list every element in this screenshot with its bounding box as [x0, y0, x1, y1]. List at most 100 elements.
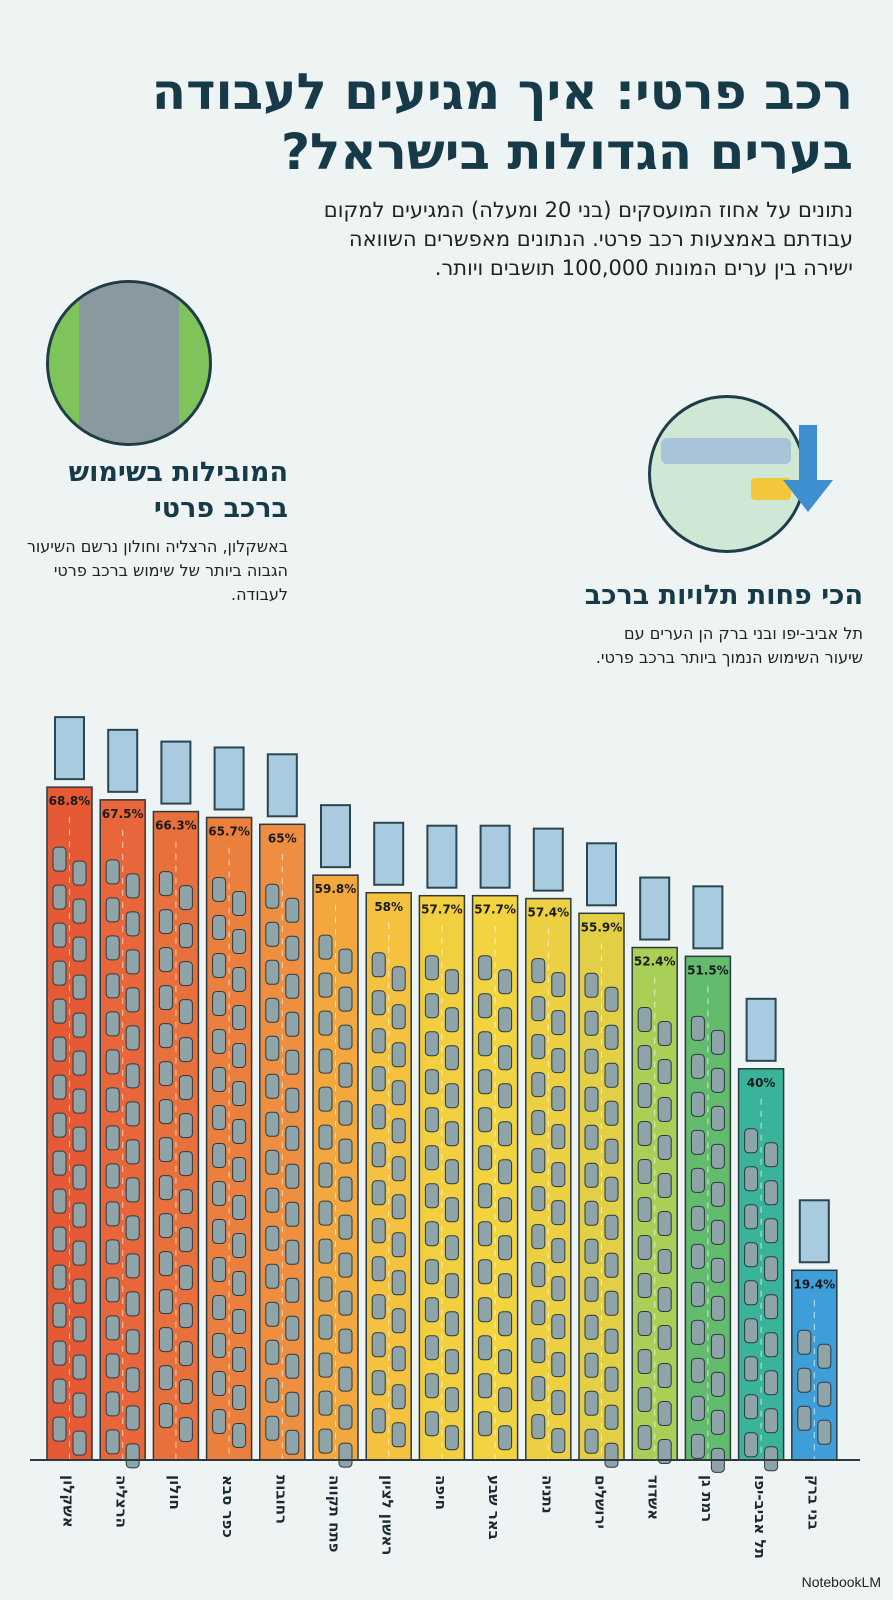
car-icon [531, 1072, 546, 1098]
car-icon [105, 1429, 120, 1455]
car-icon [604, 1024, 619, 1050]
car-icon [764, 1446, 779, 1472]
car-icon [551, 1048, 566, 1074]
car-icon [744, 1242, 759, 1268]
car-icon [105, 1201, 120, 1227]
car-icon [551, 1352, 566, 1378]
car-icon [52, 1264, 67, 1290]
car-icon [72, 1278, 87, 1304]
car-icon [158, 1365, 173, 1391]
category-label: בני ברק [804, 1475, 823, 1530]
car-icon [444, 1273, 459, 1299]
car-icon [265, 1415, 280, 1441]
car-icon [478, 1145, 493, 1171]
car-icon [531, 1034, 546, 1060]
car-icon [391, 966, 406, 992]
value-label: 55.9% [581, 920, 623, 934]
car-icon [232, 1194, 247, 1220]
car-icon [72, 1202, 87, 1228]
car-icon [391, 1346, 406, 1372]
car-icon [318, 1238, 333, 1264]
car-icon [318, 1428, 333, 1454]
car-icon [391, 1004, 406, 1030]
car-icon [105, 1125, 120, 1151]
car-icon [371, 1256, 386, 1282]
car-icon [285, 1011, 300, 1037]
car-icon [551, 1010, 566, 1036]
car-icon [232, 1042, 247, 1068]
car-icon [232, 1004, 247, 1030]
car-icon [710, 1219, 725, 1245]
subtitle: נתונים על אחוז המועסקים (בני 20 ומעלה) ה… [323, 198, 853, 280]
car-icon [764, 1408, 779, 1434]
car-icon [232, 1232, 247, 1258]
car-icon [710, 1295, 725, 1321]
car-icon [318, 1010, 333, 1036]
car-icon [710, 1143, 725, 1169]
car-icon [391, 1080, 406, 1106]
car-icon [444, 1083, 459, 1109]
car-icon [212, 1066, 227, 1092]
car-icon [52, 1302, 67, 1328]
car-icon [744, 1432, 759, 1458]
car-icon [265, 1377, 280, 1403]
bottom-callout: הכי פחות תלויות ברכב תל אביב-יפו ובני בר… [583, 578, 863, 670]
car-icon [265, 1339, 280, 1365]
car-icon [72, 1012, 87, 1038]
car-icon [285, 1087, 300, 1113]
car-icon [657, 1211, 672, 1237]
car-icon [371, 1370, 386, 1396]
car-icon [212, 1256, 227, 1282]
car-icon [391, 1308, 406, 1334]
car-icon [212, 1294, 227, 1320]
car-icon [125, 1253, 140, 1279]
car-icon [72, 1126, 87, 1152]
building-icon [692, 885, 724, 950]
car-icon [265, 1225, 280, 1251]
car-icon [72, 1316, 87, 1342]
car-icon [232, 1080, 247, 1106]
car-icon [424, 1069, 439, 1095]
category-label: ירושלים [591, 1475, 610, 1529]
car-icon [158, 909, 173, 935]
car-icon [265, 1035, 280, 1061]
car-icon [498, 1045, 513, 1071]
building-icon [798, 1199, 830, 1264]
car-icon [584, 1200, 599, 1226]
car-icon [604, 1442, 619, 1468]
car-icon [125, 911, 140, 937]
car-icon [710, 1333, 725, 1359]
car-icon [531, 1148, 546, 1174]
car-icon [232, 1118, 247, 1144]
car-icon [657, 1363, 672, 1389]
car-icon [232, 1422, 247, 1448]
car-icon [478, 1031, 493, 1057]
car-icon [72, 1050, 87, 1076]
car-icon [744, 1204, 759, 1230]
car-icon [338, 1252, 353, 1278]
car-icon [371, 1408, 386, 1434]
car-icon [371, 990, 386, 1016]
car-icon [212, 1180, 227, 1206]
car-icon [797, 1329, 812, 1355]
car-icon [125, 1329, 140, 1355]
car-icon [710, 1067, 725, 1093]
car-icon [265, 921, 280, 947]
car-icon [391, 1194, 406, 1220]
car-icon [285, 1353, 300, 1379]
car-icon [105, 1353, 120, 1379]
car-icon [158, 1213, 173, 1239]
car-icon [232, 1346, 247, 1372]
car-icon [178, 1341, 193, 1367]
category-label: כפר סבא [219, 1475, 238, 1538]
car-icon [391, 1384, 406, 1410]
car-icon [604, 1176, 619, 1202]
car-icon [424, 1297, 439, 1323]
car-icon [690, 1015, 705, 1041]
car-icon [285, 1429, 300, 1455]
car-icon [424, 1411, 439, 1437]
car-icon [285, 935, 300, 961]
car-icon [604, 1062, 619, 1088]
car-icon [318, 972, 333, 998]
